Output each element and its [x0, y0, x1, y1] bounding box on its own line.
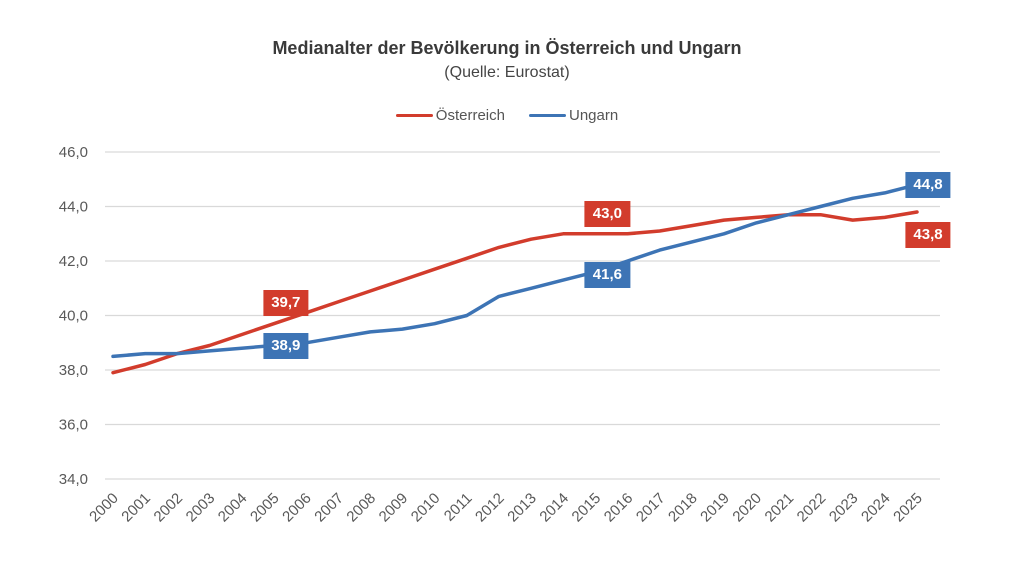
y-tick-label: 38,0 [59, 362, 88, 379]
x-tick-label: 2015 [569, 490, 605, 526]
x-tick-label: 2006 [279, 490, 315, 526]
x-tick-label: 2013 [504, 490, 540, 526]
x-tick-label: 2012 [472, 490, 508, 526]
data-label-ungarn-2015: 41,6 [584, 261, 630, 288]
x-tick-label: 2002 [151, 490, 187, 526]
data-label-oesterreich-2005: 39,7 [263, 289, 309, 316]
legend-label-oesterreich: Österreich [435, 107, 505, 124]
y-tick-label: 44,0 [59, 199, 88, 216]
x-tick-label: 2018 [665, 490, 701, 526]
series-line-ungarn [111, 182, 919, 359]
x-tick-label: 2008 [343, 490, 379, 526]
chart-title: Medianalter der Bevölkerung in Österreic… [272, 38, 742, 58]
legend-item-ungarn: Ungarn [528, 107, 619, 124]
x-tick-label: 2010 [408, 490, 444, 526]
x-tick-label: 2021 [762, 490, 798, 526]
data-label-oesterreich-2015: 43,0 [584, 200, 630, 227]
x-tick-label: 2017 [633, 490, 669, 526]
x-tick-label: 2009 [376, 490, 412, 526]
x-tick-label: 2020 [729, 490, 765, 526]
x-tick-label: 2023 [826, 490, 862, 526]
x-tick-label: 2007 [311, 490, 347, 526]
data-label-ungarn-2025: 44,8 [905, 171, 951, 198]
x-tick-label: 2022 [794, 490, 830, 526]
x-tick-label: 2001 [118, 490, 154, 526]
x-tick-label: 2019 [697, 490, 733, 526]
x-tick-label: 2011 [441, 490, 476, 525]
x-tick-label: 2016 [601, 490, 637, 526]
x-tick-label: 2004 [215, 490, 251, 526]
chart-subtitle: (Quelle: Eurostat) [444, 64, 570, 81]
y-tick-label: 40,0 [59, 308, 88, 325]
legend: Österreich Ungarn [0, 107, 1014, 124]
x-tick-label: 2005 [247, 490, 283, 526]
y-tick-label: 34,0 [59, 471, 88, 488]
legend-label-ungarn: Ungarn [568, 107, 619, 124]
legend-item-oesterreich: Österreich [395, 107, 505, 124]
legend-line-swatch-red [395, 113, 433, 118]
y-tick-label: 42,0 [59, 253, 88, 270]
y-tick-label: 36,0 [59, 417, 88, 434]
legend-line-swatch-blue [528, 113, 566, 118]
y-tick-label: 46,0 [59, 144, 88, 161]
x-tick-label: 2014 [536, 490, 572, 526]
x-tick-label: 2000 [86, 490, 122, 526]
data-label-oesterreich-2025: 43,8 [905, 221, 951, 248]
x-tick-label: 2025 [890, 490, 926, 526]
data-label-ungarn-2005: 38,9 [263, 333, 309, 360]
x-tick-label: 2024 [858, 490, 894, 526]
x-tick-label: 2003 [183, 490, 219, 526]
